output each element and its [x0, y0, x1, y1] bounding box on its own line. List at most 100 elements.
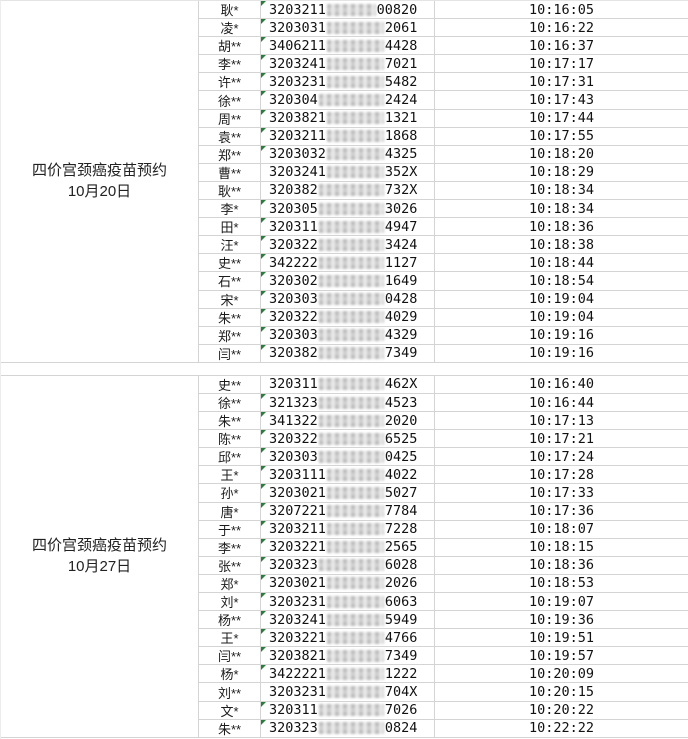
time-cell[interactable]: 10:18:54 — [435, 272, 688, 291]
name-cell[interactable]: 李* — [199, 200, 261, 219]
time-cell[interactable]: 10:20:22 — [435, 702, 688, 720]
name-cell[interactable]: 杨** — [199, 611, 261, 630]
time-cell[interactable]: 10:17:44 — [435, 110, 688, 128]
id-cell[interactable]: 3203221 2565 — [261, 538, 435, 557]
group-label-cell[interactable]: 四价宫颈癌疫苗预约 10月27日 — [1, 375, 199, 738]
time-cell[interactable]: 10:19:04 — [435, 309, 688, 327]
name-cell[interactable]: 袁** — [199, 127, 261, 146]
name-cell[interactable]: 孙* — [199, 484, 261, 503]
time-cell[interactable]: 10:17:13 — [435, 412, 688, 431]
name-cell[interactable]: 郑** — [199, 145, 261, 164]
name-cell[interactable]: 史** — [199, 254, 261, 273]
time-cell[interactable]: 10:17:24 — [435, 448, 688, 467]
id-cell[interactable]: 320311 4947 — [261, 218, 435, 237]
time-cell[interactable]: 10:18:20 — [435, 146, 688, 164]
name-cell[interactable]: 唐* — [199, 502, 261, 521]
name-cell[interactable]: 王* — [199, 629, 261, 648]
id-cell[interactable]: 3203231 5482 — [261, 73, 435, 92]
id-cell[interactable]: 320303 0428 — [261, 290, 435, 309]
id-cell[interactable]: 320322 4029 — [261, 308, 435, 327]
time-cell[interactable]: 10:20:09 — [435, 665, 688, 684]
name-cell[interactable]: 闫** — [199, 647, 261, 666]
id-cell[interactable]: 320322 3424 — [261, 236, 435, 255]
name-cell[interactable]: 徐** — [199, 91, 261, 110]
name-cell[interactable]: 汪* — [199, 236, 261, 255]
name-cell[interactable]: 杨* — [199, 665, 261, 684]
name-cell[interactable]: 石** — [199, 272, 261, 291]
id-cell[interactable]: 3203031 2061 — [261, 19, 435, 38]
time-cell[interactable]: 10:18:34 — [435, 182, 688, 201]
time-cell[interactable]: 10:17:36 — [435, 503, 688, 521]
id-cell[interactable]: 320382 7349 — [261, 344, 435, 363]
id-cell[interactable]: 3203021 2026 — [261, 574, 435, 593]
name-cell[interactable]: 郑* — [199, 574, 261, 593]
id-cell[interactable]: 3203021 5027 — [261, 484, 435, 503]
time-cell[interactable]: 10:17:33 — [435, 484, 688, 503]
id-cell[interactable]: 3203821 7349 — [261, 647, 435, 666]
id-cell[interactable]: 3203231 6063 — [261, 593, 435, 612]
time-cell[interactable]: 10:18:29 — [435, 164, 688, 182]
time-cell[interactable]: 10:16:05 — [435, 1, 688, 20]
name-cell[interactable]: 王* — [199, 466, 261, 485]
name-cell[interactable]: 郑** — [199, 326, 261, 345]
time-cell[interactable]: 10:22:22 — [435, 720, 688, 738]
time-cell[interactable]: 10:19:57 — [435, 647, 688, 666]
name-cell[interactable]: 许** — [199, 73, 261, 92]
time-cell[interactable]: 10:18:44 — [435, 254, 688, 273]
time-cell[interactable]: 10:17:43 — [435, 91, 688, 110]
time-cell[interactable]: 10:19:07 — [435, 593, 688, 612]
time-cell[interactable]: 10:17:55 — [435, 128, 688, 146]
time-cell[interactable]: 10:17:21 — [435, 430, 688, 449]
name-cell[interactable]: 周** — [199, 109, 261, 128]
time-cell[interactable]: 10:17:17 — [435, 55, 688, 74]
time-cell[interactable]: 10:18:36 — [435, 218, 688, 237]
time-cell[interactable]: 10:18:36 — [435, 557, 688, 575]
name-cell[interactable]: 李** — [199, 55, 261, 74]
id-cell[interactable]: 3203211 7228 — [261, 520, 435, 539]
name-cell[interactable]: 陈** — [199, 430, 261, 449]
name-cell[interactable]: 张** — [199, 556, 261, 575]
id-cell[interactable]: 320302 1649 — [261, 272, 435, 291]
name-cell[interactable]: 文* — [199, 701, 261, 720]
time-cell[interactable]: 10:19:36 — [435, 611, 688, 630]
id-cell[interactable]: 321323 4523 — [261, 393, 435, 413]
id-cell[interactable]: 320305 3026 — [261, 200, 435, 219]
name-cell[interactable]: 朱** — [199, 719, 261, 738]
id-cell[interactable]: 320382 732X — [261, 181, 435, 201]
id-cell[interactable]: 3203111 4022 — [261, 466, 435, 485]
id-cell[interactable]: 320304 2424 — [261, 91, 435, 110]
name-cell[interactable]: 邱** — [199, 448, 261, 467]
id-cell[interactable]: 3203241 7021 — [261, 55, 435, 74]
time-cell[interactable]: 10:18:15 — [435, 539, 688, 557]
time-cell[interactable]: 10:18:07 — [435, 521, 688, 539]
id-cell[interactable]: 320323 6028 — [261, 556, 435, 575]
time-cell[interactable]: 10:19:04 — [435, 291, 688, 309]
name-cell[interactable]: 刘** — [199, 683, 261, 702]
time-cell[interactable]: 10:17:28 — [435, 466, 688, 485]
time-cell[interactable]: 10:18:38 — [435, 236, 688, 255]
time-cell[interactable]: 10:18:53 — [435, 575, 688, 593]
name-cell[interactable]: 胡** — [199, 37, 261, 56]
name-cell[interactable]: 于** — [199, 520, 261, 539]
name-cell[interactable]: 刘* — [199, 593, 261, 612]
id-cell[interactable]: 3203821 1321 — [261, 109, 435, 128]
id-cell[interactable]: 320303 0425 — [261, 448, 435, 467]
name-cell[interactable]: 朱** — [199, 308, 261, 327]
name-cell[interactable]: 耿** — [199, 181, 261, 201]
id-cell[interactable]: 320323 0824 — [261, 719, 435, 738]
id-cell[interactable]: 341322 2020 — [261, 412, 435, 431]
id-cell[interactable]: 3203211 1868 — [261, 127, 435, 146]
id-cell[interactable]: 3203241 5949 — [261, 611, 435, 630]
id-cell[interactable]: 3422221 1222 — [261, 665, 435, 684]
time-cell[interactable]: 10:20:15 — [435, 683, 688, 702]
name-cell[interactable]: 朱** — [199, 412, 261, 431]
name-cell[interactable]: 李** — [199, 538, 261, 557]
id-cell[interactable]: 3203211 00820 — [261, 1, 435, 20]
id-cell[interactable]: 320303 4329 — [261, 326, 435, 345]
id-cell[interactable]: 3203221 4766 — [261, 629, 435, 648]
time-cell[interactable]: 10:17:31 — [435, 73, 688, 92]
id-cell[interactable]: 320311 7026 — [261, 701, 435, 720]
id-cell[interactable]: 3203032 4325 — [261, 145, 435, 164]
name-cell[interactable]: 徐** — [199, 393, 261, 413]
id-cell[interactable]: 3203241 352X — [261, 163, 435, 182]
